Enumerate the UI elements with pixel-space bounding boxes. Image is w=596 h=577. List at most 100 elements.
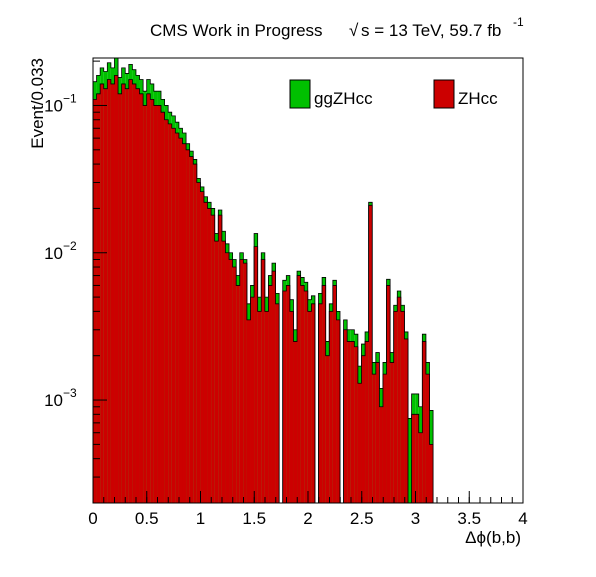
x-tick-label: 2.5 [350,509,374,528]
x-tick-label: 3.5 [457,509,481,528]
zhcc-bar [429,444,434,503]
zhcc-bar [135,88,140,504]
zhcc-bar [271,271,276,503]
y-tick-base: 10 [44,391,63,410]
x-axis: 0 0.5 1 1.5 2 2.5 3 3.5 4 [88,491,528,528]
zhcc-bar [243,263,247,503]
zhcc-bar [375,362,380,503]
zhcc-bar [232,267,237,503]
x-tick-label: 1.5 [242,509,266,528]
y-axis-label: Event/0.033 [28,58,47,149]
zhcc-bar [304,290,308,503]
zhcc-bar [246,319,251,503]
zhcc-bar [200,191,204,503]
zhcc-bar [275,303,280,503]
y-tick-exponent: −3 [63,386,77,400]
zhcc-bar [268,285,272,503]
zhcc-bar [400,311,405,503]
zhcc-bar [118,93,122,504]
chart-title: CMS Work in Progress [150,21,323,40]
zhcc-bar [143,105,147,504]
zhcc-bar [125,88,129,504]
x-tick-label: 1 [196,509,205,528]
zhcc-bar [264,311,269,503]
zhcc-bar [289,311,294,503]
lumi-exponent: -1 [513,15,524,29]
zhcc-bar [368,205,373,504]
zhcc-bar [171,128,176,503]
y-tick-base: 10 [44,244,63,263]
zhcc-bar [325,355,330,503]
legend-label-zhcc: ZHcc [458,89,498,108]
zhcc-bar [250,297,255,503]
x-tick-label: 4 [518,509,527,528]
zhcc-bar [347,341,351,503]
y-tick-exponent: −1 [63,91,77,105]
ggzhcc-bar [408,418,412,503]
zhcc-bar [357,383,362,503]
zhcc-bar [239,259,244,503]
zhcc-bar [257,311,262,503]
zhcc-bar [354,346,358,503]
x-tick-label: 0 [88,509,97,528]
legend-label-ggzhcc: ggZHcc [314,89,373,108]
zhcc-bar [300,285,305,503]
zhcc-bar [128,79,133,504]
sqrt-symbol: √ [349,21,359,40]
zhcc-bar [418,432,423,503]
zhcc-bar [425,374,430,503]
zhcc-bar [379,406,383,503]
zhcc-bar [229,259,233,503]
zhcc-bar [332,285,337,503]
zhcc-bar [390,362,394,503]
legend: ggZHcc ZHcc [289,79,498,109]
zhcc-bar [382,374,387,503]
zhcc-bar [100,83,104,503]
zhcc-bar [93,99,97,503]
zhcc-bar [96,93,101,504]
zhcc-bar [214,241,219,503]
y-axis: 10−110−210−3 [44,60,107,504]
zhcc-bar [225,252,230,503]
zhcc-bar [164,119,169,504]
zhcc-bar [110,83,115,503]
legend-swatch-ggzhcc [289,79,311,109]
zhcc-bar [372,374,376,503]
zhcc-bar [103,88,108,504]
zhcc-bars [92,74,487,504]
zhcc-bar [254,246,258,503]
zhcc-bar [207,208,212,504]
zhcc-bar [182,143,187,503]
zhcc-bar [415,414,419,503]
zhcc-bar [318,303,323,503]
zhcc-bar [107,79,111,504]
zhcc-bar [282,290,287,503]
zhcc-bar [261,259,265,503]
zhcc-bar [293,341,298,503]
zhcc-bar [168,123,172,503]
zhcc-bar [393,311,398,503]
zhcc-bar [404,338,409,503]
zhcc-bar [157,105,162,504]
zhcc-bar [186,149,190,504]
x-tick-label: 0.5 [135,509,159,528]
zhcc-bar [150,99,154,503]
zhcc-bar [343,329,348,503]
zhcc-bar [397,297,401,503]
legend-swatch-zhcc [433,79,455,109]
zhcc-bar [422,341,426,503]
zhcc-bar [211,215,215,503]
zhcc-bar [322,285,326,503]
zhcc-bar [221,241,226,503]
x-tick-label: 2 [303,509,312,528]
zhcc-bar [161,112,165,503]
zhcc-bar [361,355,366,503]
zhcc-bar [178,138,183,504]
zhcc-bar [189,156,194,503]
zhcc-bar [336,319,341,503]
zhcc-bar [139,93,144,504]
zhcc-bar [365,341,369,503]
zhcc-bar [196,182,201,503]
